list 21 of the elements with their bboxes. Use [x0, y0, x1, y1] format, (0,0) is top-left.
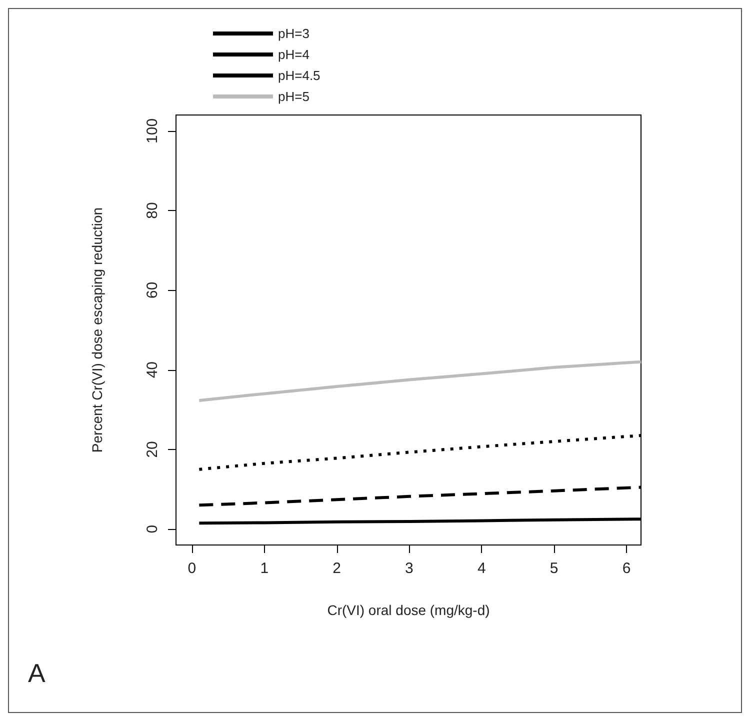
x-tick-label: 0	[188, 560, 196, 577]
y-tick-label: 0	[144, 524, 161, 534]
x-axis-title: Cr(VI) oral dose (mg/kg-d)	[327, 602, 490, 618]
x-tick-label: 5	[550, 560, 558, 577]
x-tick-label: 4	[477, 560, 486, 577]
legend-label: pH=3	[278, 26, 310, 41]
line-series	[198, 360, 642, 402]
legend-label: pH=4.5	[278, 68, 320, 83]
x-tick-label: 2	[332, 560, 341, 577]
y-tick-label: 20	[144, 441, 161, 458]
legend-label: pH=5	[278, 89, 310, 104]
y-axis-title: Percent Cr(VI) dose escaping reduction	[89, 207, 105, 453]
legend-label: pH=4	[278, 47, 310, 62]
y-tick-label: 60	[144, 282, 161, 299]
y-tick-label: 80	[144, 202, 161, 219]
y-tick-label: 40	[144, 361, 161, 378]
text: A	[28, 658, 46, 689]
x-tick-label: 3	[405, 560, 414, 577]
x-tick-label: 1	[260, 560, 269, 577]
x-tick-label: 6	[622, 560, 631, 577]
y-tick-label: 100	[144, 118, 161, 144]
